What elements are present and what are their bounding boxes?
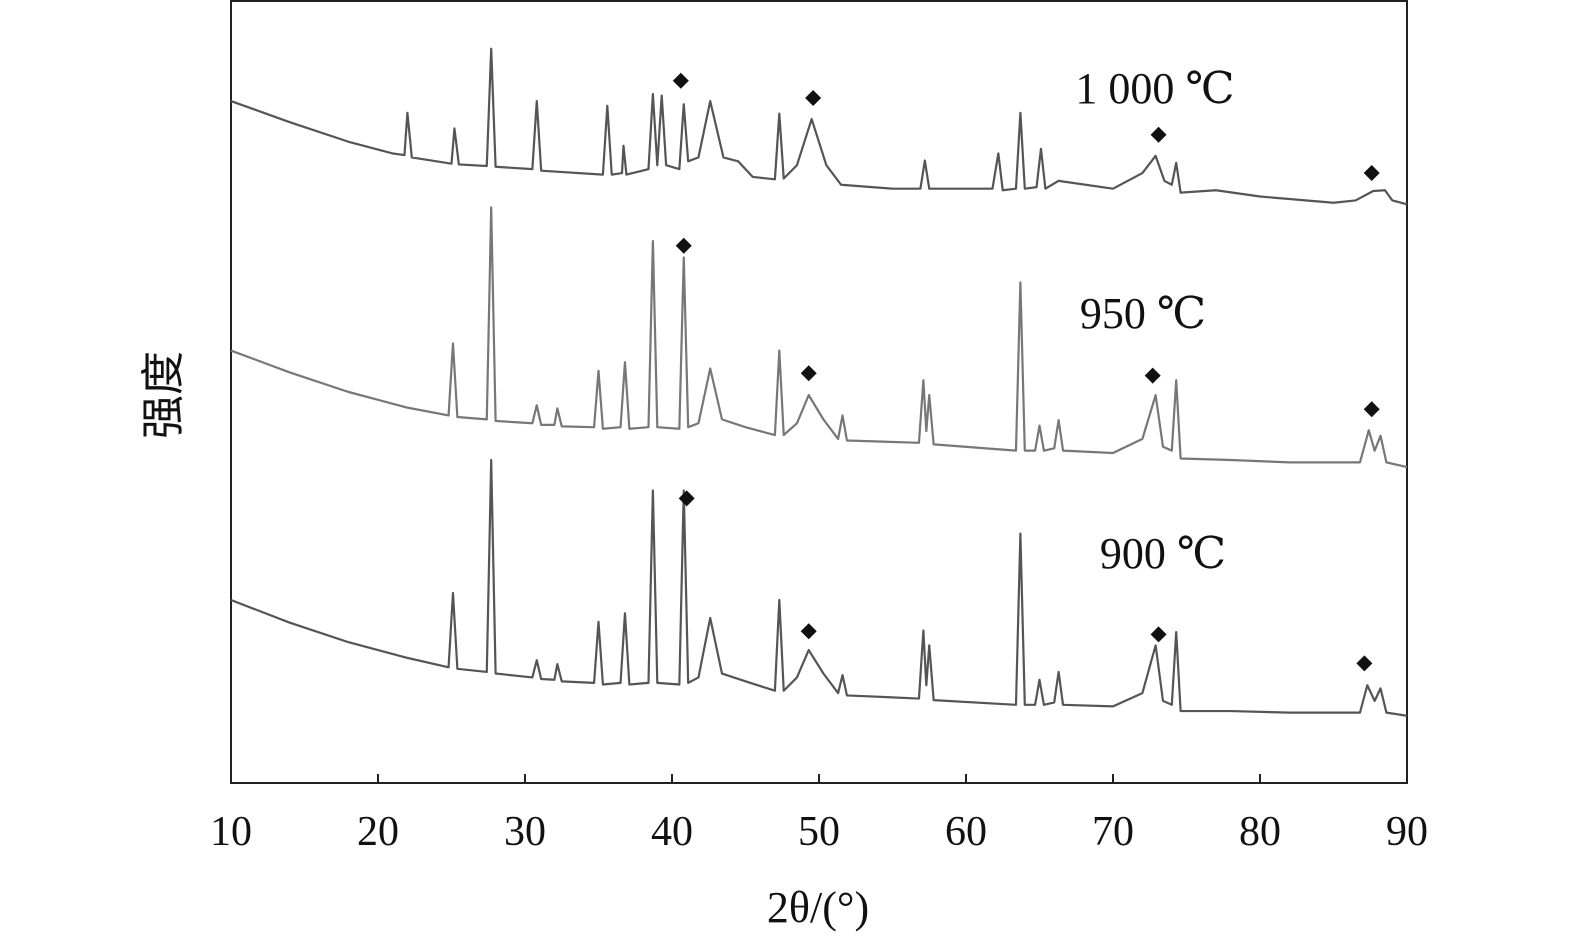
x-tick-label: 70 <box>1092 809 1134 855</box>
series-label: 900 ℃ <box>1100 529 1226 578</box>
peak-marker <box>1363 401 1380 418</box>
x-tick-label: 20 <box>357 809 399 855</box>
x-tick-label: 90 <box>1386 809 1428 855</box>
x-tick-label: 30 <box>504 809 546 855</box>
peak-marker <box>1150 626 1167 643</box>
peak-marker <box>805 89 822 106</box>
x-tick-label: 50 <box>798 809 840 855</box>
x-tick-label: 40 <box>651 809 693 855</box>
series-label: 950 ℃ <box>1080 289 1206 338</box>
series-label: 1 000 ℃ <box>1075 64 1234 113</box>
y-axis-label: 强度 <box>139 351 188 439</box>
peak-marker <box>800 623 817 640</box>
peak-marker <box>1150 126 1167 143</box>
peak-marker <box>1356 655 1373 672</box>
series-line <box>230 47 1408 206</box>
peak-marker <box>1363 165 1380 182</box>
peak-marker <box>678 490 695 507</box>
x-axis-label: 2θ/(°) <box>767 883 869 932</box>
series-line <box>230 458 1408 717</box>
peak-marker <box>675 237 692 254</box>
peak-marker <box>672 72 689 89</box>
x-tick-label: 80 <box>1239 809 1281 855</box>
series-line <box>230 206 1408 469</box>
x-tick-label: 60 <box>945 809 987 855</box>
x-tick-label: 10 <box>210 809 252 855</box>
peak-marker <box>1144 367 1161 384</box>
peak-marker <box>800 365 817 382</box>
